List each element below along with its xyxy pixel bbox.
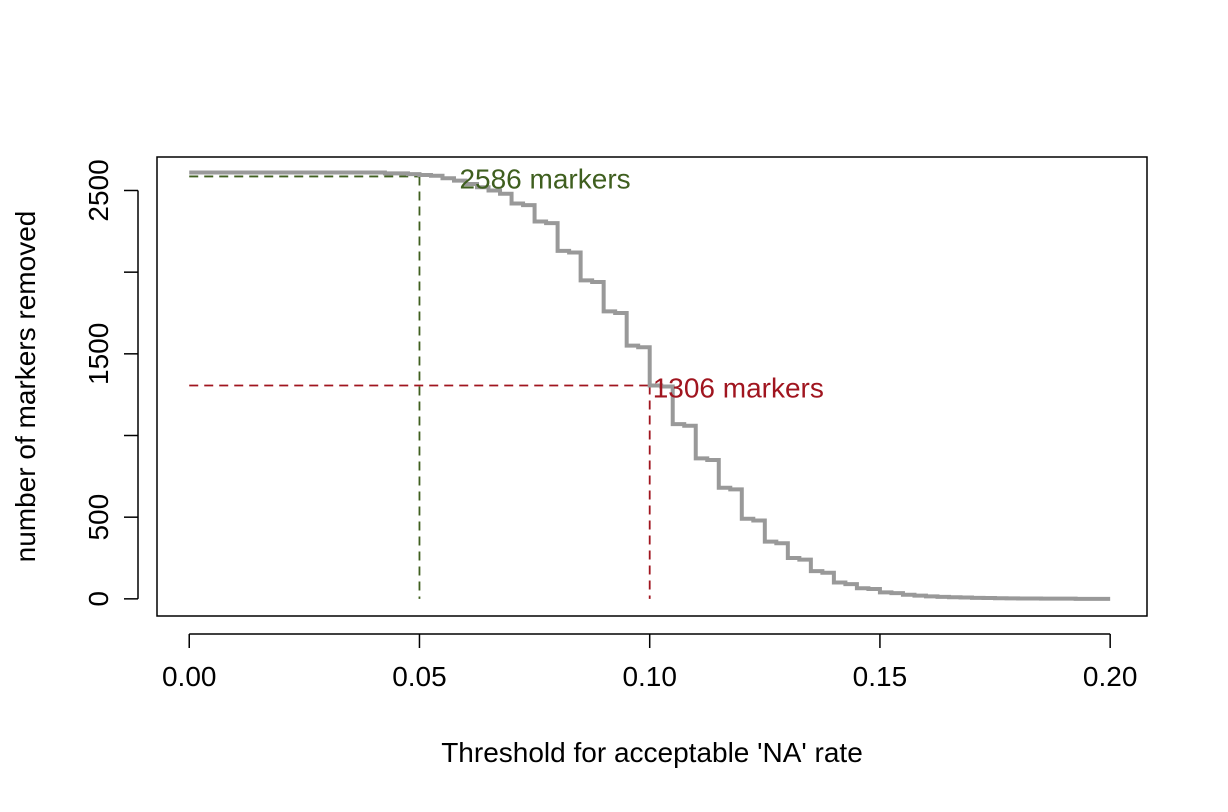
annotation-label-1: 1306 markers bbox=[653, 373, 824, 404]
x-axis-label: Threshold for acceptable 'NA' rate bbox=[441, 737, 863, 768]
plot-layer: 2586 markers 1306 markers bbox=[189, 163, 1111, 601]
x-tick-label: 0.15 bbox=[853, 661, 908, 692]
plot-frame bbox=[156, 156, 1148, 617]
x-tick-label: 0.00 bbox=[162, 661, 217, 692]
y-tick-label: 2500 bbox=[83, 159, 114, 221]
y-axis-label: number of markers removed bbox=[10, 211, 41, 563]
x-axis: 0.00 0.05 0.10 0.15 0.20 bbox=[162, 633, 1138, 692]
y-tick-label: 1500 bbox=[83, 323, 114, 385]
y-axis: 0 500 1500 2500 bbox=[83, 159, 139, 607]
annotation-label-0: 2586 markers bbox=[459, 163, 630, 194]
x-tick-label: 0.05 bbox=[392, 661, 447, 692]
y-tick-label: 500 bbox=[83, 494, 114, 541]
x-tick-label: 0.20 bbox=[1083, 661, 1138, 692]
y-tick-label: 0 bbox=[83, 591, 114, 607]
x-tick-label: 0.10 bbox=[622, 661, 677, 692]
series-line-0 bbox=[189, 170, 1111, 601]
